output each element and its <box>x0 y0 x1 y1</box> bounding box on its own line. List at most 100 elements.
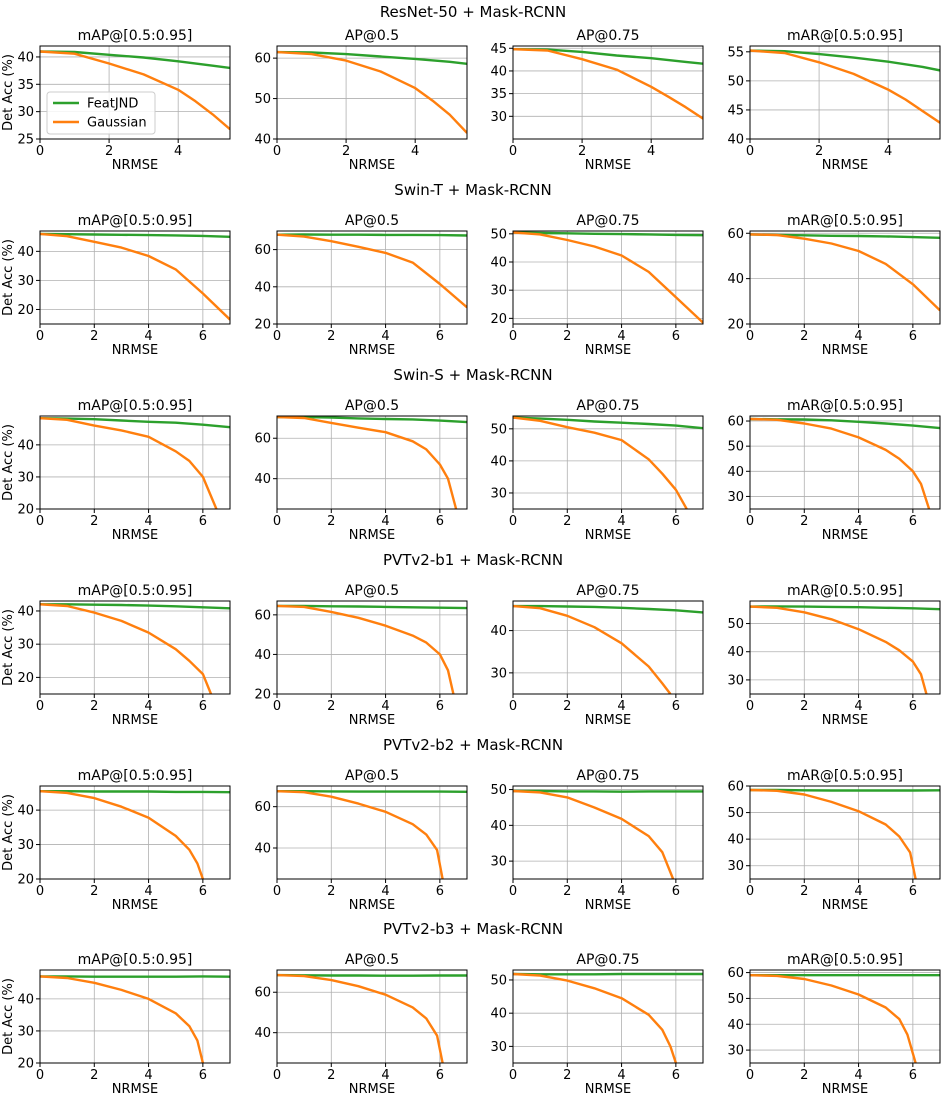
y-tick-label: 20 <box>17 303 34 318</box>
axes-frame <box>39 415 231 510</box>
x-tick-label: 4 <box>617 699 625 714</box>
y-tick-label: 40 <box>254 133 271 148</box>
subplot-title: mAP@[0.5:0.95] <box>78 213 193 229</box>
x-tick-label: 4 <box>617 1068 625 1083</box>
x-tick-label: 2 <box>342 144 350 159</box>
series-line-featjnd <box>40 232 230 238</box>
subplot: AP@0.75 0 2 4 6 30 40 50 NRMSE <box>490 952 704 1097</box>
x-tick-label: 4 <box>381 884 389 899</box>
series-line-featjnd <box>277 233 467 237</box>
series-line-featjnd <box>277 604 467 610</box>
x-tick-label: 4 <box>617 884 625 899</box>
subplot-title: AP@0.75 <box>576 583 639 599</box>
x-tick-label: 6 <box>436 514 444 529</box>
series-line-featjnd <box>513 416 703 430</box>
y-tick-label: 40 <box>254 472 271 487</box>
subplot-title: AP@0.5 <box>345 28 399 44</box>
y-tick-label: 50 <box>490 227 507 242</box>
y-tick-label: 30 <box>727 1044 744 1059</box>
series-line-gaussian <box>40 50 230 131</box>
y-tick-label: 50 <box>727 617 744 632</box>
x-axis-label: NRMSE <box>349 1082 395 1097</box>
subplot-title: mAP@[0.5:0.95] <box>78 28 193 44</box>
axes-frame <box>749 230 941 325</box>
x-tick-label: 6 <box>436 699 444 714</box>
x-tick-label: 6 <box>909 514 917 529</box>
x-tick-label: 0 <box>746 699 754 714</box>
x-tick-label: 6 <box>909 884 917 899</box>
subplot: AP@0.5 0 2 4 6 40 60 NRMSE <box>254 952 468 1097</box>
series-line-featjnd <box>277 790 467 793</box>
y-tick-label: 20 <box>254 318 271 333</box>
x-tick-label: 4 <box>411 144 419 159</box>
y-tick-label: 40 <box>17 245 34 260</box>
axes-frame <box>39 230 231 325</box>
y-tick-label: 30 <box>17 470 34 485</box>
x-tick-label: 0 <box>273 884 281 899</box>
x-tick-label: 2 <box>563 514 571 529</box>
series-line-gaussian <box>750 233 940 312</box>
subplot-title: mAR@[0.5:0.95] <box>787 952 903 968</box>
y-tick-label: 50 <box>727 806 744 821</box>
y-tick-label: 30 <box>727 859 744 874</box>
x-tick-label: 2 <box>578 144 586 159</box>
y-tick-label: 30 <box>17 638 34 653</box>
y-tick-label: 40 <box>17 50 34 65</box>
y-tick-label: 50 <box>490 422 507 437</box>
axes-frame <box>276 230 468 325</box>
y-tick-label: 20 <box>17 873 34 888</box>
axes-frame <box>276 415 468 510</box>
x-tick-label: 4 <box>854 514 862 529</box>
y-tick-label: 40 <box>490 64 507 79</box>
x-tick-label: 4 <box>854 884 862 899</box>
series-line-featjnd <box>513 789 703 793</box>
y-tick-label: 30 <box>490 1040 507 1055</box>
subplot-title: AP@0.75 <box>576 398 639 414</box>
subplot-title: AP@0.5 <box>345 213 399 229</box>
series-line-featjnd <box>40 790 230 794</box>
y-tick-label: 60 <box>254 986 271 1001</box>
x-tick-label: 0 <box>509 514 517 529</box>
y-tick-label: 30 <box>17 838 34 853</box>
x-tick-label: 6 <box>909 1068 917 1083</box>
x-tick-label: 0 <box>36 514 44 529</box>
x-tick-label: 2 <box>563 884 571 899</box>
x-axis-label: NRMSE <box>112 343 158 358</box>
axes-frame <box>512 600 704 695</box>
series-line-featjnd <box>513 231 703 237</box>
series-line-gaussian <box>513 789 675 879</box>
y-tick-label: 50 <box>254 92 271 107</box>
x-tick-label: 6 <box>672 699 680 714</box>
y-tick-label: 30 <box>727 490 744 505</box>
y-tick-label: 50 <box>490 783 507 798</box>
y-tick-label: 40 <box>727 1018 744 1033</box>
axes-frame <box>39 45 231 140</box>
x-axis-label: NRMSE <box>112 528 158 543</box>
subplot: AP@0.75 0 2 4 6 30 40 50 NRMSE <box>490 768 704 913</box>
subplot-title: mAP@[0.5:0.95] <box>78 768 193 784</box>
y-axis-label: Det Acc (%) <box>1 978 16 1055</box>
y-tick-label: 50 <box>727 992 744 1007</box>
x-axis-label: NRMSE <box>585 343 631 358</box>
series-line-gaussian <box>750 49 940 124</box>
axes-frame <box>749 45 941 140</box>
x-tick-label: 4 <box>144 329 152 344</box>
y-tick-label: 40 <box>17 992 34 1007</box>
subplot-title: mAP@[0.5:0.95] <box>78 583 193 599</box>
y-tick-label: 60 <box>254 432 271 447</box>
x-axis-label: NRMSE <box>349 158 395 173</box>
x-axis-label: NRMSE <box>585 528 631 543</box>
x-axis-label: NRMSE <box>585 1082 631 1097</box>
subplot: mAP@[0.5:0.95] 0 2 4 25 30 35 40 NRMSE Det Acc (%… <box>1 28 231 173</box>
axes-frame <box>276 45 468 140</box>
x-tick-label: 0 <box>509 1068 517 1083</box>
x-tick-label: 2 <box>815 144 823 159</box>
axes-frame <box>39 785 231 880</box>
x-tick-label: 6 <box>909 699 917 714</box>
x-tick-label: 0 <box>36 1068 44 1083</box>
series-line-gaussian <box>750 974 917 1063</box>
x-axis-label: NRMSE <box>585 158 631 173</box>
x-axis-label: NRMSE <box>822 343 868 358</box>
axes-frame <box>749 600 941 695</box>
